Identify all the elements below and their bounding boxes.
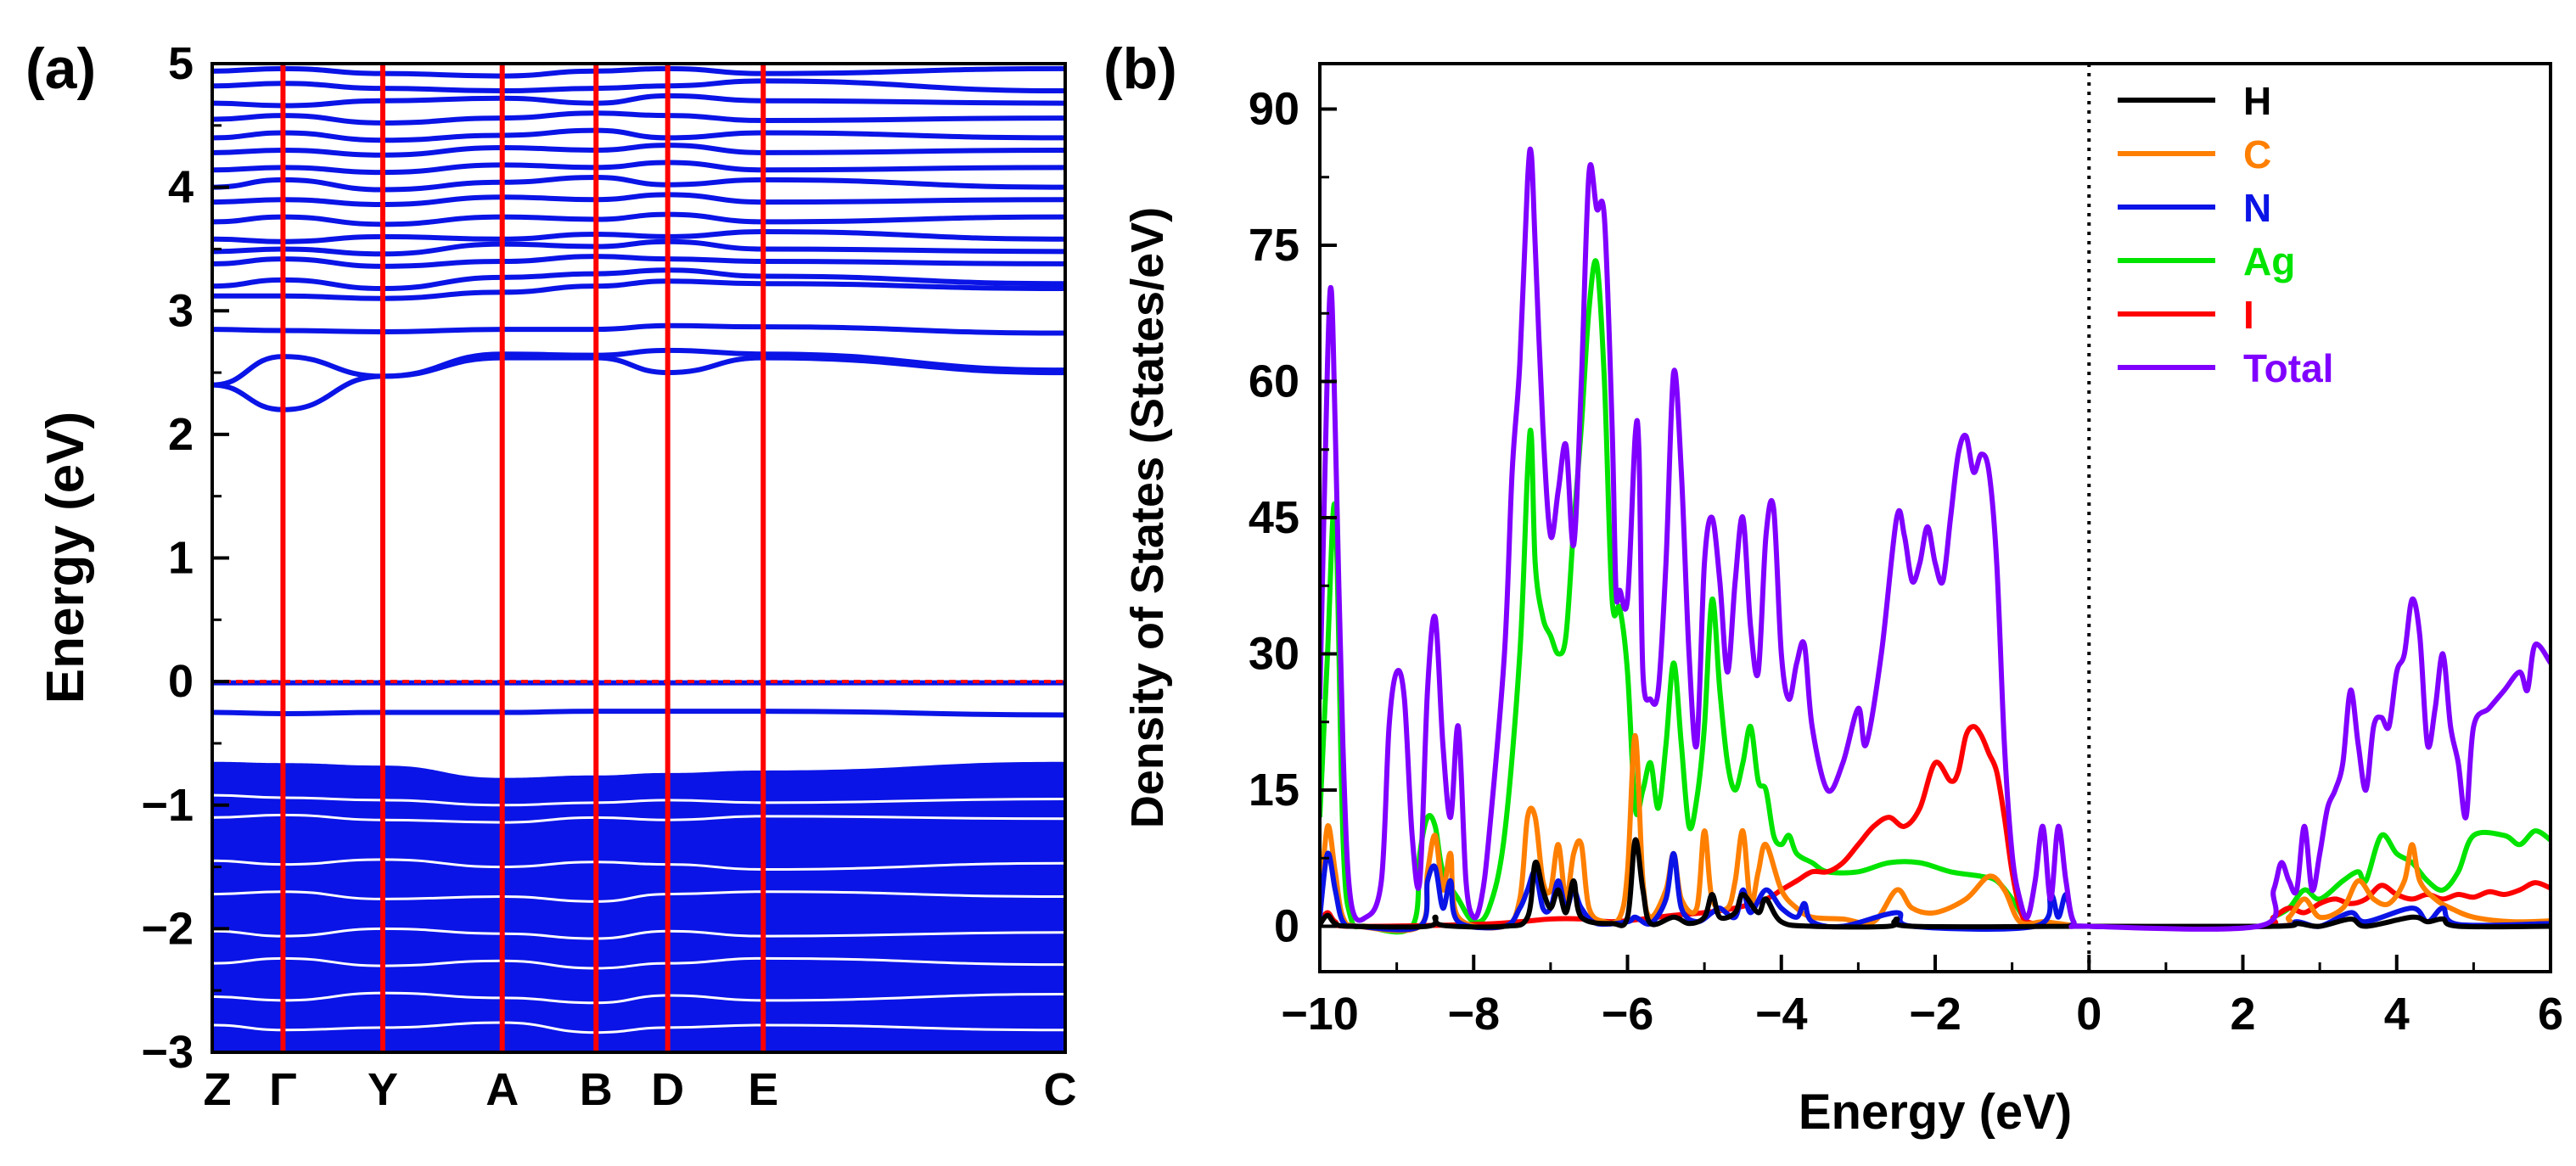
conduction-band-line	[212, 347, 1065, 388]
conduction-band-line	[212, 143, 1065, 158]
conduction-band-line	[212, 192, 1065, 208]
dos-x-tick-label: −8	[1447, 989, 1500, 1040]
panel-b-label: (b)	[1103, 36, 1177, 101]
kpoint-label: D	[651, 1064, 684, 1115]
conduction-band-line	[212, 110, 1065, 126]
band-y-tick-label: −2	[141, 903, 194, 954]
band-y-tick-label: 1	[168, 533, 194, 584]
dos-x-axis-label: Energy (eV)	[1799, 1085, 2072, 1140]
band-y-tick-label: 2	[168, 409, 194, 460]
dos-x-tick-label: −2	[1909, 989, 1961, 1040]
panel-a-label: (a)	[25, 36, 96, 101]
dos-x-tick-label: −4	[1755, 989, 1808, 1040]
band-y-tick-label: 4	[168, 162, 194, 213]
valence-band-gap-line	[212, 793, 1065, 807]
valence-band-gap-line	[212, 927, 1065, 940]
kpoint-label: B	[580, 1064, 613, 1115]
conduction-band-line	[212, 174, 1065, 193]
conduction-band-line	[212, 92, 1065, 109]
band-y-tick-label: 3	[168, 285, 194, 336]
valence-band-region	[212, 761, 1065, 1052]
valence-band-line	[212, 709, 1065, 718]
conduction-band-line	[212, 254, 1065, 269]
legend-label-ag: Ag	[2243, 239, 2295, 283]
legend-label-h: H	[2243, 79, 2271, 123]
dos-series-ag	[1320, 258, 2551, 935]
dos-y-tick-label: 75	[1249, 220, 1299, 271]
dos-y-tick-label: 15	[1249, 765, 1299, 816]
valence-band-gap-line	[212, 890, 1065, 903]
dos-y-tick-label: 90	[1249, 84, 1299, 135]
dos-y-tick-label: 60	[1249, 356, 1299, 407]
legend-label-c: C	[2243, 132, 2271, 177]
valence-band-gap-line	[212, 813, 1065, 824]
band-y-tick-label: 5	[168, 38, 194, 89]
band-lines	[212, 65, 1065, 1052]
dos-legend: HCN Ag I Total	[2118, 79, 2333, 390]
legend-label-n: N	[2243, 186, 2271, 230]
band-axis-ticks: −3 −2 −1 0 1 2 3 4 5 Z Γ Y A B D E C	[141, 38, 1076, 1115]
band-y-tick-label: −3	[141, 1027, 194, 1078]
kpoint-label: Y	[368, 1064, 398, 1115]
kpoint-label: E	[748, 1064, 778, 1115]
band-y-tick-label: −1	[141, 780, 194, 831]
dos-y-tick-label: 45	[1249, 492, 1299, 543]
dos-y-tick-label: 30	[1249, 629, 1299, 680]
band-y-axis-label: Energy (eV)	[36, 412, 95, 704]
conduction-band-line	[212, 229, 1065, 244]
valence-band-gap-line	[212, 956, 1065, 970]
dos-x-tick-label: 6	[2538, 989, 2563, 1040]
band-plot-frame	[210, 62, 1067, 1054]
dos-x-tick-label: 4	[2384, 989, 2410, 1040]
conduction-band-line	[212, 355, 1065, 412]
kpoint-label: Z	[204, 1064, 232, 1115]
dos-series-h	[1320, 837, 2551, 930]
conduction-band-line	[212, 211, 1065, 227]
conduction-band-line	[212, 238, 1065, 257]
dos-x-tick-label: 2	[2230, 989, 2255, 1040]
conduction-band-line	[212, 160, 1065, 176]
kpoint-label: C	[1044, 1064, 1077, 1115]
dos-x-tick-label: −10	[1281, 989, 1359, 1040]
dos-x-tick-label: 0	[2076, 989, 2102, 1040]
conduction-band-line	[212, 267, 1065, 292]
conduction-band-line	[212, 78, 1065, 94]
dos-plot-frame	[1318, 62, 2552, 973]
conduction-band-line	[212, 322, 1065, 336]
valence-band-gap-line	[212, 1021, 1065, 1034]
band-y-tick-label: 0	[168, 656, 194, 707]
conduction-band-line	[212, 127, 1065, 143]
dos-y-axis-label: Density of States (States/eV)	[1122, 207, 1173, 828]
conduction-band-line	[212, 278, 1065, 301]
dos-curves	[1320, 64, 2551, 972]
band-structure-chart: −3 −2 −1 0 1 2 3 4 5 Z Γ Y A B D E C Energy (eV)	[36, 38, 1077, 1115]
valence-band-gap-line	[212, 858, 1065, 871]
valence-band-gap-line	[212, 991, 1065, 1005]
kpoint-dividers	[212, 64, 1065, 1052]
dos-series-total	[1320, 146, 2551, 932]
kpoint-label: Γ	[269, 1064, 296, 1115]
dos-y-tick-label: 0	[1274, 901, 1299, 952]
kpoint-label: A	[485, 1064, 519, 1115]
legend-label-total: Total	[2243, 346, 2333, 390]
dos-x-tick-label: −6	[1602, 989, 1654, 1040]
conduction-band-line	[212, 65, 1065, 79]
legend-label-i: I	[2243, 293, 2254, 337]
